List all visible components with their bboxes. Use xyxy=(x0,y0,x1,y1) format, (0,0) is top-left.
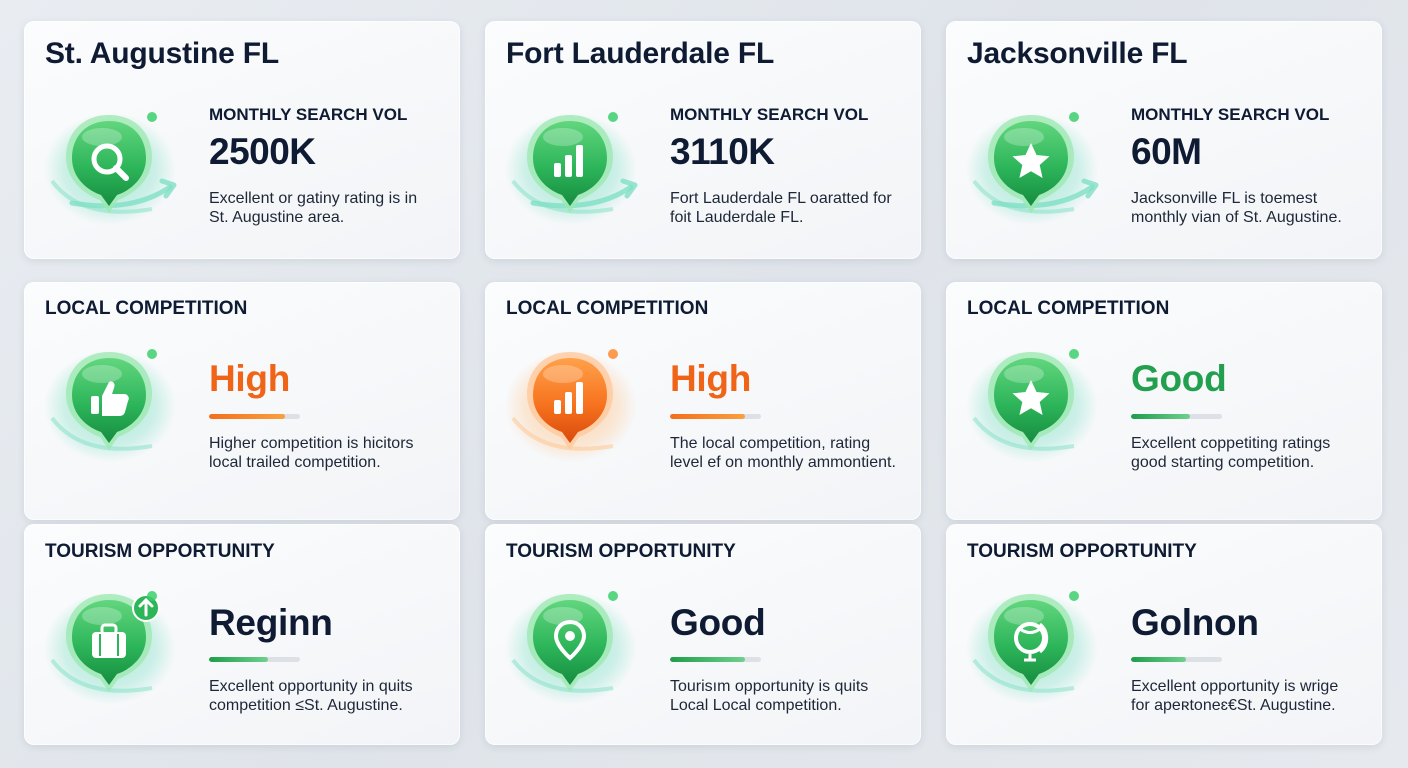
tourism-rating: Reginn xyxy=(209,602,333,643)
search-icon xyxy=(42,101,192,231)
card-description: Excellent or gatiny rating is in St. Aug… xyxy=(209,189,449,227)
desc-line: Tourisım opportunity is quits xyxy=(670,678,869,695)
card-description: Excellent opportunity is wrige for apeʀt… xyxy=(1131,677,1371,715)
search-volume-value: 3110K xyxy=(670,131,775,172)
star-icon xyxy=(964,101,1114,231)
card-description: Tourisım opportunity is quits Local Loca… xyxy=(670,677,910,715)
tourism-rating: Golnon xyxy=(1131,602,1259,643)
desc-line: for apeʀtoneɛ€St. Augustine. xyxy=(1131,697,1336,714)
search-volume-value: 2500K xyxy=(209,131,316,172)
desc-line: St. Augustine area. xyxy=(209,209,345,226)
desc-line: monthly vian of St. Augustine. xyxy=(1131,209,1342,226)
card-description: Jacksonville FL is toemest monthly vian … xyxy=(1131,189,1371,227)
search-card-fort-lauderdale: Fort Lauderdale FL MONTHLY SEARCH VOL 31… xyxy=(485,21,921,259)
tourism-level-bar xyxy=(209,657,300,662)
bar-chart-icon xyxy=(503,338,653,468)
card-description: Excellent coppetiting ratings good start… xyxy=(1131,434,1371,472)
desc-line: The local competition, rating xyxy=(670,435,871,452)
desc-line: Excellent opportunity is wrige xyxy=(1131,678,1339,695)
card-description: The local competition, rating level ef o… xyxy=(670,434,910,472)
card-description: Excellent opportunity in quits competiti… xyxy=(209,677,449,715)
desc-line: level ef on monthly ammontient. xyxy=(670,454,896,471)
desc-line: competition ≤St. Augustine. xyxy=(209,697,403,714)
section-title: LOCAL COMPETITION xyxy=(45,298,248,319)
desc-line: Local Local competition. xyxy=(670,697,842,714)
search-card-jacksonville: Jacksonville FL MONTHLY SEARCH VOL 60M J… xyxy=(946,21,1382,259)
section-title: TOURISM OPPORTUNITY xyxy=(506,541,736,562)
competition-level-bar xyxy=(670,414,761,419)
desc-line: Higher competition is hicitors xyxy=(209,435,414,452)
competition-card-fort-lauderdale: LOCAL COMPETITION High The local competi… xyxy=(485,282,921,520)
bar-chart-icon xyxy=(503,101,653,231)
city-title: Jacksonville FL xyxy=(967,37,1188,70)
desc-line: Fort Lauderdale FL oaratted for xyxy=(670,190,892,207)
competition-rating: Good xyxy=(1131,358,1227,399)
section-title: LOCAL COMPETITION xyxy=(967,298,1170,319)
metric-label: MONTHLY SEARCH VOL xyxy=(1131,105,1330,124)
tourism-card-fort-lauderdale: TOURISM OPPORTUNITY Good Tourisım opport… xyxy=(485,524,921,745)
desc-line: local trailed competition. xyxy=(209,454,381,471)
tourism-level-bar xyxy=(1131,657,1222,662)
suitcase-icon xyxy=(42,580,192,710)
desc-line: Excellent opportunity in quits xyxy=(209,678,413,695)
city-title: Fort Lauderdale FL xyxy=(506,37,775,70)
section-title: LOCAL COMPETITION xyxy=(506,298,709,319)
city-title: St. Augustine FL xyxy=(45,37,280,70)
desc-line: good starting competition. xyxy=(1131,454,1315,471)
card-description: Fort Lauderdale FL oaratted for foit Lau… xyxy=(670,189,910,227)
competition-level-bar xyxy=(209,414,300,419)
competition-rating: High xyxy=(670,358,752,399)
search-volume-value: 60M xyxy=(1131,131,1202,172)
metric-label: MONTHLY SEARCH VOL xyxy=(670,105,869,124)
desc-line: Jacksonville FL is toemest xyxy=(1131,190,1318,207)
competition-card-jacksonville: LOCAL COMPETITION Good Excellent coppeti… xyxy=(946,282,1382,520)
desc-line: foit Lauderdale FL. xyxy=(670,209,804,226)
section-title: TOURISM OPPORTUNITY xyxy=(967,541,1197,562)
tourism-level-bar xyxy=(670,657,761,662)
metric-label: MONTHLY SEARCH VOL xyxy=(209,105,408,124)
competition-rating: High xyxy=(209,358,291,399)
globe-icon xyxy=(964,580,1114,710)
desc-line: Excellent coppetiting ratings xyxy=(1131,435,1331,452)
search-card-st-augustine: St. Augustine FL MONTHLY SEARCH VOL 2500… xyxy=(24,21,460,259)
section-title: TOURISM OPPORTUNITY xyxy=(45,541,275,562)
map-pin-icon xyxy=(503,580,653,710)
tourism-card-st-augustine: TOURISM OPPORTUNITY Reginn Excellent opp… xyxy=(24,524,460,745)
tourism-card-jacksonville: TOURISM OPPORTUNITY Golnon Excellent opp… xyxy=(946,524,1382,745)
competition-card-st-augustine: LOCAL COMPETITION High Higher competitio… xyxy=(24,282,460,520)
competition-level-bar xyxy=(1131,414,1222,419)
tourism-rating: Good xyxy=(670,602,766,643)
thumbs-up-icon xyxy=(42,338,192,468)
card-description: Higher competition is hicitors local tra… xyxy=(209,434,449,472)
star-icon xyxy=(964,338,1114,468)
desc-line: Excellent or gatiny rating is in xyxy=(209,190,418,207)
